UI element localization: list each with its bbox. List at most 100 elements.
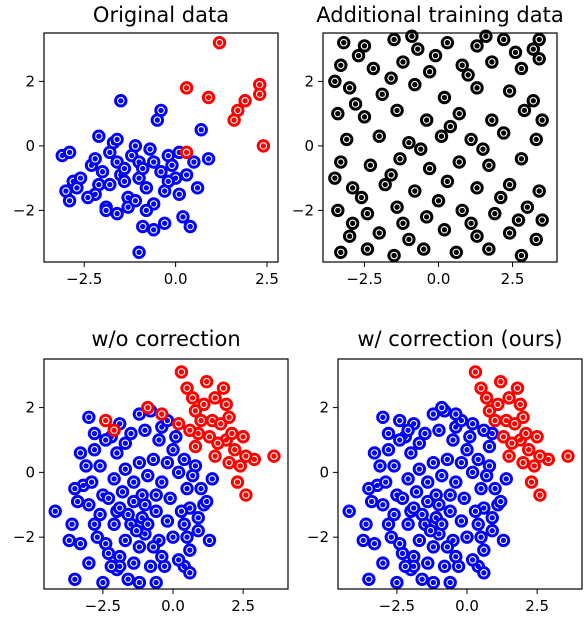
point-marker [378, 177, 392, 192]
point-highlight-ring [446, 122, 455, 131]
data-point [185, 468, 200, 483]
point-marker [435, 468, 449, 483]
point-highlight-ring [418, 575, 426, 584]
point-highlight-ring [438, 471, 446, 480]
point-highlight-ring [529, 96, 538, 105]
point-marker [428, 48, 443, 63]
data-point [426, 575, 441, 590]
data-point [470, 81, 484, 95]
point-marker [334, 245, 348, 260]
point-highlight-ring [514, 216, 523, 224]
data-point [149, 575, 163, 590]
data-point [179, 145, 194, 160]
point-marker [449, 245, 463, 260]
point-marker [398, 559, 413, 574]
point-highlight-ring [225, 413, 233, 422]
point-marker [171, 465, 186, 480]
point-highlight-ring [463, 533, 471, 541]
point-marker [357, 110, 372, 124]
point-highlight-ring [228, 429, 236, 438]
data-point [222, 410, 236, 425]
point-marker [143, 559, 158, 574]
data-point [421, 475, 435, 489]
point-highlight-ring [211, 452, 219, 460]
point-marker [401, 423, 415, 437]
point-highlight-ring [183, 484, 191, 493]
data-point [390, 200, 404, 214]
point-highlight-ring [142, 184, 151, 192]
point-marker [408, 184, 422, 198]
point-highlight-ring [367, 497, 376, 506]
point-highlight-ring [194, 526, 203, 535]
point-highlight-ring [384, 445, 393, 454]
data-point [118, 462, 133, 476]
point-highlight-ring [452, 552, 460, 561]
point-highlight-ring [144, 520, 152, 528]
point-marker [402, 135, 416, 150]
point-highlight-ring [485, 442, 494, 451]
point-highlight-ring [455, 158, 464, 166]
data-point [187, 155, 201, 169]
point-marker [477, 423, 491, 437]
point-marker [376, 410, 390, 425]
point-marker [256, 139, 271, 153]
data-point [118, 533, 133, 548]
point-highlight-ring [138, 222, 147, 231]
data-point [465, 465, 480, 480]
point-marker [141, 468, 155, 483]
data-point [117, 161, 132, 176]
point-marker [110, 206, 124, 221]
data-point [477, 543, 491, 557]
point-highlight-ring [180, 520, 188, 528]
data-point [48, 504, 62, 518]
point-highlight-ring [415, 536, 424, 545]
point-highlight-ring [432, 491, 440, 499]
point-highlight-ring [467, 219, 475, 228]
point-highlight-ring [399, 219, 407, 228]
point-marker [143, 142, 157, 156]
data-point [449, 407, 463, 421]
data-point [387, 248, 401, 263]
point-highlight-ring [482, 394, 491, 402]
point-marker [342, 504, 356, 518]
point-highlight-ring [183, 533, 191, 541]
point-marker [408, 77, 422, 92]
point-highlight-ring [142, 206, 151, 215]
point-marker [402, 232, 416, 247]
point-marker [146, 223, 161, 237]
point-highlight-ring [157, 167, 165, 176]
data-point [197, 397, 211, 412]
y-tick-label: 2 [304, 72, 314, 90]
point-highlight-ring [164, 177, 173, 186]
point-marker [390, 575, 404, 590]
data-point [432, 498, 446, 512]
point-highlight-ring [101, 436, 110, 444]
point-highlight-ring [339, 38, 348, 47]
data-point [136, 219, 150, 234]
data-point [443, 504, 457, 518]
point-highlight-ring [477, 533, 485, 541]
point-highlight-ring [488, 513, 497, 522]
data-point [435, 468, 449, 483]
point-highlight-ring [191, 462, 200, 470]
point-marker [367, 446, 382, 460]
point-marker [440, 540, 455, 554]
point-marker [348, 97, 363, 111]
data-point [212, 35, 227, 50]
data-point [185, 391, 200, 405]
data-point [194, 481, 208, 496]
x-tick-label: 2.5 [255, 270, 279, 288]
point-marker [390, 103, 404, 118]
point-highlight-ring [233, 478, 242, 486]
data-point [485, 511, 499, 525]
point-highlight-ring [520, 106, 529, 115]
point-highlight-ring [398, 549, 407, 558]
data-point [535, 113, 549, 127]
data-point [342, 229, 357, 243]
data-point [114, 94, 128, 108]
point-marker [362, 481, 376, 496]
point-marker [367, 536, 382, 551]
point-highlight-ring [82, 462, 90, 470]
point-marker [356, 533, 370, 548]
point-marker [82, 410, 96, 425]
